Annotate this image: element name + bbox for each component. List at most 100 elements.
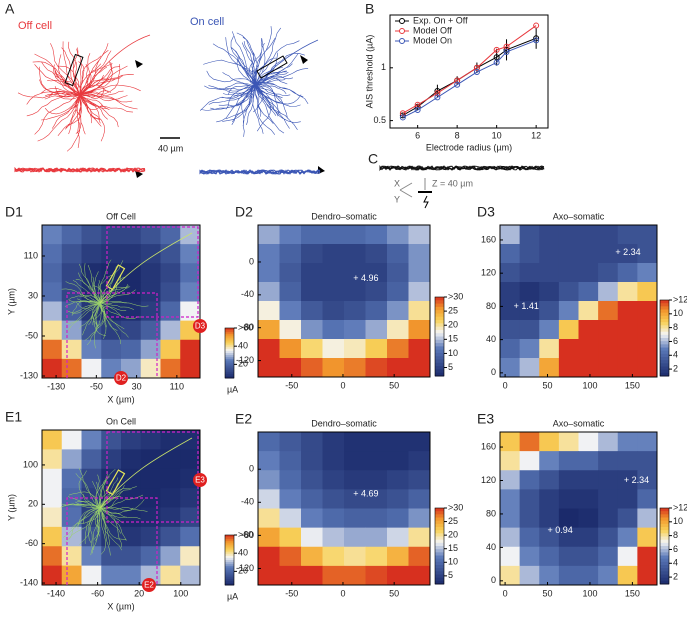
heat-cell <box>279 282 302 302</box>
colorbar-label: 10 <box>673 516 683 526</box>
colorbar-swatch <box>660 344 669 348</box>
heat-cell <box>387 244 409 264</box>
plot-frame <box>499 431 658 586</box>
plot-title: Axo–somatic <box>553 211 605 221</box>
heat-cell <box>121 301 142 322</box>
heat-cell <box>42 468 63 489</box>
callout-label: E3 <box>195 476 205 485</box>
colorbar-swatch <box>660 322 669 326</box>
heat-cell <box>344 489 366 509</box>
heat-cell <box>81 526 102 547</box>
heat-cell <box>539 470 560 490</box>
heat-cell <box>578 527 599 548</box>
heat-cell <box>180 358 201 379</box>
heat-cell <box>121 320 142 341</box>
heat-cell <box>180 282 201 302</box>
colorbar-swatch <box>660 306 669 310</box>
heat-cell <box>344 263 366 283</box>
heat-cell <box>258 301 280 321</box>
heat-cell <box>140 358 161 379</box>
heat-cell <box>539 263 560 283</box>
heat-cell <box>121 282 142 302</box>
scale-label: 40 µm <box>158 143 183 153</box>
heat-cell <box>160 225 181 245</box>
colorbar-swatch <box>435 300 444 305</box>
heat-cell <box>500 225 521 245</box>
plot-frame <box>257 431 431 586</box>
heat-cell <box>344 320 366 340</box>
heat-cell <box>121 468 142 489</box>
heat-cell <box>101 565 122 586</box>
colorbar-swatch <box>660 558 669 563</box>
y-tick-label: 20 <box>28 499 38 509</box>
colorbar-swatch <box>435 580 444 585</box>
heat-cell <box>598 565 619 586</box>
heat-cell <box>519 546 540 567</box>
series-line <box>402 25 537 114</box>
x-tick-label: 100 <box>582 380 597 390</box>
colorbar-label: 20 <box>238 359 248 369</box>
heat-cell <box>578 339 599 359</box>
heat-cell <box>279 320 302 340</box>
colorbar-swatch <box>435 577 444 582</box>
heat-cell <box>408 432 431 452</box>
colorbar-swatch <box>435 326 444 331</box>
colorbar-swatch <box>225 359 234 362</box>
plot-frame <box>389 14 549 129</box>
heat-cell <box>301 470 323 490</box>
colorbar-swatch <box>225 369 234 373</box>
heat-cell <box>301 358 323 378</box>
heat-cell <box>617 508 638 529</box>
heat-cell <box>301 451 323 471</box>
colorbar-swatch <box>660 574 669 579</box>
data-point <box>493 59 500 66</box>
colorbar-swatch <box>225 353 234 356</box>
x-tick-label: -50 <box>90 381 103 391</box>
plot-title: Dendro–somatic <box>311 418 377 428</box>
heat-cell <box>408 508 431 529</box>
heat-cell <box>322 282 345 302</box>
heat-cell <box>301 565 323 586</box>
data-point <box>454 77 461 84</box>
heat-cell <box>519 451 540 471</box>
colorbar-swatch <box>435 329 444 334</box>
heat-cell <box>539 339 560 359</box>
heat-cell <box>408 489 431 509</box>
heat-cell <box>322 508 345 529</box>
y-tick-label: 0 <box>491 575 496 585</box>
heat-cell <box>258 225 280 245</box>
colorbar-swatch <box>660 565 669 569</box>
heat-cell <box>578 432 599 452</box>
colorbar-label: 15 <box>448 334 458 344</box>
colorbar-swatch <box>435 320 444 324</box>
heat-cell <box>61 449 82 470</box>
heat-cell <box>558 301 579 321</box>
heat-cell <box>101 225 122 245</box>
heat-cell <box>42 526 63 547</box>
x-tick-label: 110 <box>170 381 184 391</box>
heat-cell <box>42 339 63 360</box>
heat-cell <box>617 489 638 509</box>
colorbar-label: >60 <box>238 529 253 539</box>
heat-cell <box>301 546 323 567</box>
y-tick-label: 80 <box>486 508 496 518</box>
heat-cell <box>617 320 638 340</box>
heat-cell <box>387 527 409 548</box>
heat-cell <box>140 320 161 341</box>
heat-cell <box>61 339 82 360</box>
y-tick-label: -120 <box>236 563 254 573</box>
heat-cell <box>344 451 366 471</box>
heat-cell <box>160 282 181 302</box>
y-tick-label: 0.5 <box>373 115 386 125</box>
colorbar-swatch <box>660 577 669 582</box>
colorbar-swatch <box>660 561 669 566</box>
heat-cell <box>617 432 638 452</box>
colorbar-swatch <box>435 349 444 354</box>
heat-cell <box>617 565 638 586</box>
heat-cell <box>301 339 323 359</box>
colorbar-swatch <box>435 511 444 515</box>
heat-cell <box>408 451 431 471</box>
colorbar-swatch <box>225 557 234 561</box>
colorbar-swatch <box>225 549 234 553</box>
